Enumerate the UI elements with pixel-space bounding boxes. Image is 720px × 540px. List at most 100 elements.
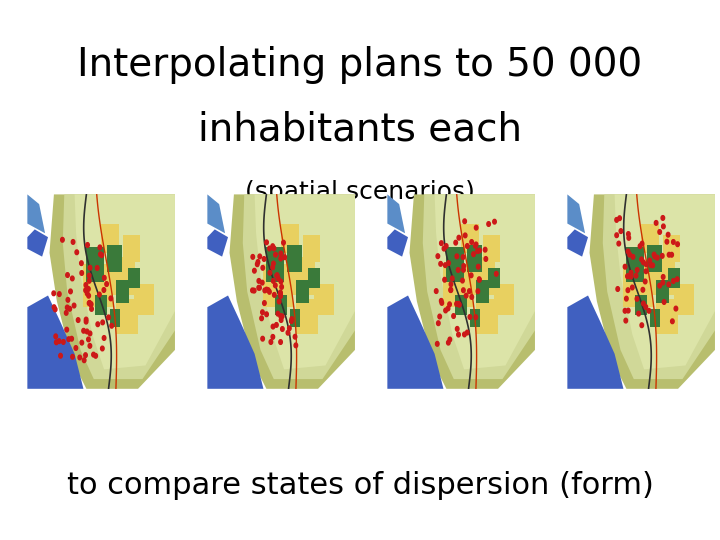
Circle shape [266,288,270,293]
Circle shape [640,257,643,262]
Circle shape [55,340,58,345]
Circle shape [271,279,275,283]
Circle shape [86,242,89,247]
Circle shape [101,346,104,351]
Circle shape [644,269,648,274]
Bar [275,295,287,315]
Circle shape [440,301,444,305]
Circle shape [67,337,71,341]
Circle shape [76,318,80,322]
Circle shape [443,278,446,282]
Circle shape [476,289,480,294]
Circle shape [477,265,480,269]
Circle shape [89,331,91,336]
Bar [307,268,320,288]
Circle shape [257,286,261,290]
Circle shape [89,265,92,270]
Polygon shape [603,194,715,379]
Circle shape [86,291,89,296]
Circle shape [80,340,84,345]
Polygon shape [410,194,535,389]
Circle shape [627,235,631,240]
Circle shape [448,302,451,307]
Polygon shape [207,230,228,256]
Circle shape [54,334,58,339]
Circle shape [109,296,112,301]
Circle shape [256,262,259,267]
Circle shape [256,260,260,264]
Circle shape [444,263,447,267]
Circle shape [280,285,284,289]
Circle shape [624,296,628,301]
Circle shape [271,324,275,329]
Circle shape [474,315,477,320]
Bar [674,284,694,315]
Circle shape [483,247,487,252]
Circle shape [463,332,466,337]
Circle shape [462,267,465,272]
Polygon shape [75,194,175,369]
Circle shape [263,301,266,306]
Circle shape [629,274,632,279]
Polygon shape [207,194,225,233]
Circle shape [436,254,440,259]
Circle shape [642,301,645,306]
Circle shape [464,233,467,238]
Circle shape [444,244,448,248]
Bar [624,265,653,307]
Circle shape [65,327,68,332]
Bar [289,256,315,295]
Circle shape [640,323,644,328]
Circle shape [68,307,71,311]
Circle shape [52,291,55,295]
Circle shape [269,340,273,345]
Bar [455,295,467,315]
Circle shape [274,252,277,257]
Polygon shape [27,230,48,256]
Bar [134,284,154,315]
Circle shape [98,245,102,249]
Circle shape [440,241,443,246]
Circle shape [474,242,478,247]
Bar [635,295,647,315]
Circle shape [71,354,74,359]
Circle shape [101,320,104,325]
Circle shape [616,287,619,292]
Circle shape [53,307,57,312]
Circle shape [91,352,95,357]
Circle shape [274,283,277,288]
Bar [656,299,678,334]
Circle shape [66,305,69,310]
Circle shape [82,328,86,333]
Circle shape [65,310,68,315]
Circle shape [74,346,78,350]
Polygon shape [590,194,715,389]
Circle shape [283,255,287,260]
Circle shape [271,265,274,269]
Circle shape [670,319,674,323]
Circle shape [89,302,93,306]
Circle shape [68,289,72,294]
Bar [303,235,320,262]
Circle shape [261,280,264,285]
Circle shape [636,268,639,272]
Circle shape [654,220,658,225]
Circle shape [86,287,90,291]
Bar [123,235,140,262]
Circle shape [618,216,621,220]
Circle shape [260,316,264,321]
Polygon shape [387,194,405,233]
Circle shape [617,241,621,246]
Circle shape [662,300,666,305]
Text: to compare states of dispersion (form): to compare states of dispersion (form) [66,471,654,501]
Circle shape [107,315,110,320]
Circle shape [644,262,648,267]
Circle shape [279,318,283,322]
Circle shape [615,218,618,222]
Circle shape [452,314,455,319]
Circle shape [258,254,261,259]
Bar [663,235,680,262]
Bar [266,247,284,282]
Circle shape [53,305,56,309]
Circle shape [66,273,69,278]
